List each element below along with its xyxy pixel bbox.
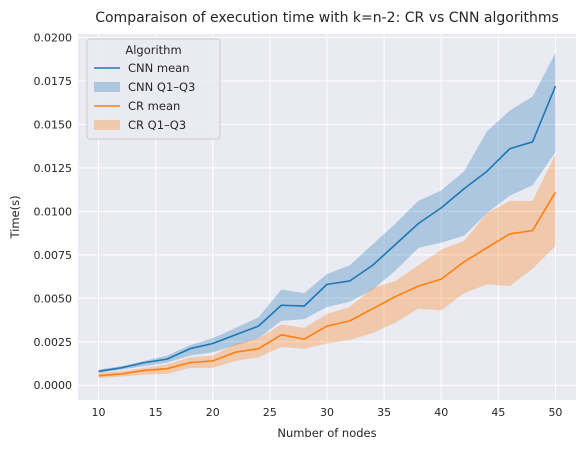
quartile-bands (98, 53, 556, 379)
y-tick-label: 0.0025 (34, 336, 73, 349)
y-tick-label: 0.0075 (34, 249, 73, 262)
legend-box (86, 38, 221, 140)
x-tick-label: 30 (320, 406, 334, 419)
x-tick-label: 40 (434, 406, 448, 419)
x-axis-label: Number of nodes (277, 426, 376, 440)
legend-cr-q1-q3-label: CR Q1–Q3 (128, 118, 186, 132)
chart-title: Comparaison of execution time with k=n-2… (95, 10, 559, 26)
legend-cr-mean-label: CR mean (128, 99, 180, 113)
cr-mean-line (98, 191, 557, 377)
y-tick-label: 0.0200 (34, 31, 73, 44)
series-lines (98, 85, 557, 377)
x-tick-label: 15 (149, 406, 163, 419)
y-axis-label: Time(s) (8, 195, 22, 239)
x-axis-ticks: 10 15 20 25 30 35 40 45 50 (92, 406, 563, 419)
x-tick-label: 10 (92, 406, 106, 419)
legend-title: Algorithm (125, 43, 181, 57)
x-tick-label: 50 (548, 406, 562, 419)
y-tick-label: 0.0100 (34, 205, 73, 218)
y-tick-label: 0.0125 (34, 162, 73, 175)
y-tick-label: 0.0050 (34, 292, 73, 305)
x-tick-label: 20 (206, 406, 220, 419)
cr-q1-q3-band (98, 153, 556, 379)
x-tick-label: 45 (491, 406, 505, 419)
legend-cr-q1-q3-swatch (94, 120, 120, 130)
legend-cnn-mean-label: CNN mean (128, 61, 190, 75)
x-tick-label: 35 (377, 406, 391, 419)
legend: Algorithm CNN mean CNN Q1–Q3 CR mean CR Q1–… (86, 38, 221, 140)
y-tick-label: 0.0150 (34, 118, 73, 131)
legend-cnn-q1-q3-swatch (94, 82, 120, 92)
legend-entries: CNN mean CNN Q1–Q3 CR mean CR Q1–Q3 (94, 61, 195, 132)
legend-cnn-q1-q3-label: CNN Q1–Q3 (128, 80, 195, 94)
x-tick-label: 25 (263, 406, 277, 419)
y-axis-ticks: 0.0000 0.0025 0.0050 0.0075 0.0100 0.0125 0.01… (34, 31, 73, 392)
cnn-mean-line (98, 85, 557, 373)
cnn-q1-q3-band (98, 53, 556, 374)
y-tick-label: 0.0175 (34, 75, 73, 88)
y-tick-label: 0.0000 (34, 379, 73, 392)
